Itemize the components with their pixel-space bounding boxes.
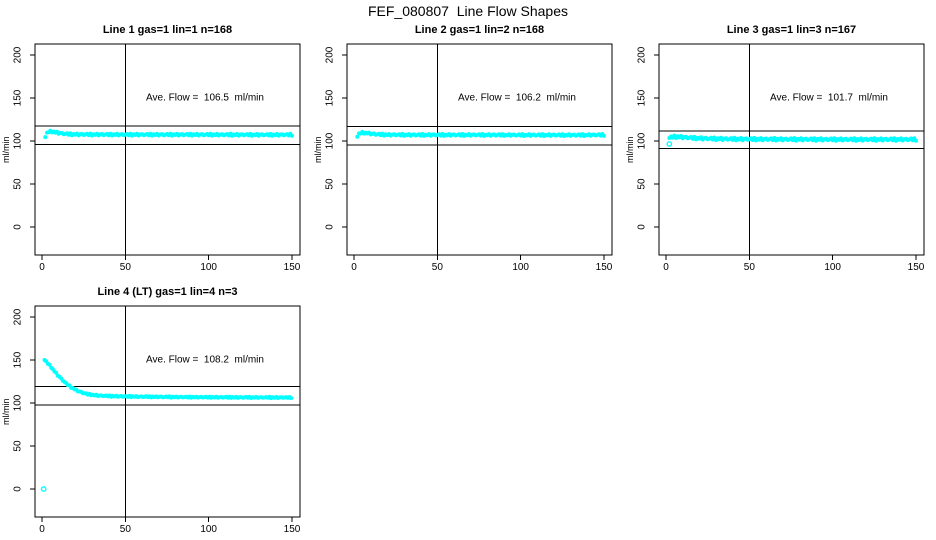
data-band — [43, 128, 294, 140]
plot-box — [34, 305, 301, 518]
y-tick-label: 200 — [325, 46, 336, 63]
y-tick-label: 50 — [637, 178, 648, 190]
x-tick-label: 150 — [284, 262, 301, 273]
y-tick-label: 50 — [325, 178, 336, 190]
x-tick-label: 50 — [432, 262, 444, 273]
panel-title: Line 4 (LT) gas=1 lin=4 n=3 — [97, 286, 238, 298]
y-tick-label: 150 — [13, 89, 24, 106]
y-tick-label: 150 — [637, 89, 648, 106]
outlier-point — [40, 486, 47, 492]
x-tick-label: 150 — [596, 262, 613, 273]
x-tick-label: 50 — [120, 262, 132, 273]
y-tick-label: 200 — [637, 46, 648, 63]
x-tick-label: 0 — [351, 262, 357, 273]
plot-area: 0 50 100 150 0 50 100 150 200 — [13, 305, 301, 535]
x-tick-label: 0 — [663, 262, 669, 273]
panel-title: Line 2 gas=1 lin=2 n=168 — [414, 24, 545, 36]
panel-line-4: Line 4 (LT) gas=1 lin=4 n=3 ml/min Ave. … — [0, 277, 312, 539]
y-tick-label: 0 — [637, 224, 648, 230]
data-band — [667, 133, 918, 143]
x-tick-label: 100 — [824, 262, 841, 273]
x-tick-label: 50 — [120, 524, 132, 535]
panel-title: Line 3 gas=1 lin=3 n=167 — [726, 24, 857, 36]
panel-line-1: Line 1 gas=1 lin=1 n=168 ml/min Ave. Flo… — [0, 15, 312, 277]
panel-line-2: Line 2 gas=1 lin=2 n=168 ml/min Ave. Flo… — [312, 15, 624, 277]
ave-flow-annotation: Ave. Flow = 106.2 ml/min — [458, 92, 576, 104]
y-tick-label: 0 — [13, 486, 24, 492]
data-band — [355, 129, 606, 139]
y-tick-label: 100 — [325, 132, 336, 149]
plot-box — [34, 43, 301, 256]
x-tick-label: 100 — [512, 262, 529, 273]
outlier-point — [666, 141, 673, 147]
y-tick-label: 200 — [13, 46, 24, 63]
panel-title: Line 1 gas=1 lin=1 n=168 — [102, 24, 233, 36]
plot-area: 0 50 100 150 0 50 100 150 200 — [325, 43, 613, 273]
y-tick-label: 50 — [13, 178, 24, 190]
y-tick-label: 50 — [13, 440, 24, 452]
y-tick-label: 0 — [325, 224, 336, 230]
plot-box — [346, 43, 613, 256]
ave-flow-annotation: Ave. Flow = 101.7 ml/min — [770, 92, 888, 104]
panel-line-3: Line 3 gas=1 lin=3 n=167 ml/min Ave. Flo… — [624, 15, 936, 277]
ave-flow-annotation: Ave. Flow = 108.2 ml/min — [146, 354, 264, 366]
data-band — [42, 358, 294, 401]
y-tick-label: 100 — [13, 132, 24, 149]
plot-box — [658, 43, 925, 256]
x-tick-label: 100 — [200, 262, 217, 273]
plot-area: 0 50 100 150 0 50 100 150 200 — [13, 43, 301, 273]
y-tick-label: 100 — [13, 394, 24, 411]
x-tick-label: 150 — [908, 262, 925, 273]
y-tick-label: 150 — [325, 89, 336, 106]
y-tick-label: 100 — [637, 132, 648, 149]
ave-flow-annotation: Ave. Flow = 106.5 ml/min — [146, 92, 264, 104]
plot-area: 0 50 100 150 0 50 100 150 200 — [637, 43, 925, 273]
x-tick-label: 50 — [744, 262, 756, 273]
x-tick-label: 0 — [39, 262, 45, 273]
x-tick-label: 150 — [284, 524, 301, 535]
main-title: FEF_080807 Line Flow Shapes — [367, 3, 568, 19]
y-tick-label: 200 — [13, 308, 24, 325]
x-tick-label: 0 — [39, 524, 45, 535]
x-tick-label: 100 — [200, 524, 217, 535]
y-tick-label: 150 — [13, 351, 24, 368]
y-tick-label: 0 — [13, 224, 24, 230]
